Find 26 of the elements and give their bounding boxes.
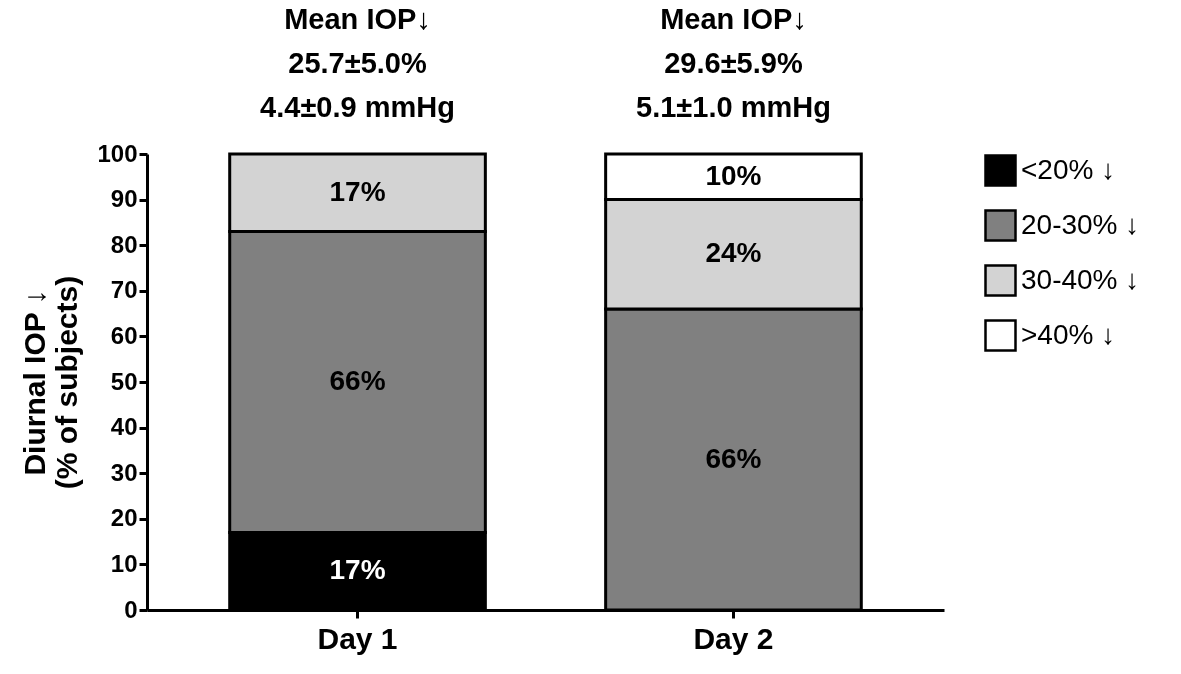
x-tick-label: Day 2 [693,621,774,655]
y-tick-label: 40 [110,413,138,441]
data-label: 24% [705,237,762,269]
x-tick-label: Day 1 [317,621,398,655]
y-tick-label: 70 [110,276,138,304]
legend-label: <20% ↓ [1021,153,1116,185]
y-tick-label: 60 [110,321,138,349]
data-label: 10% [705,159,762,191]
y-tick-label: 80 [110,230,138,258]
y-tick-label: 30 [110,458,138,486]
y-tick-label: 100 [97,139,138,167]
text: Mean IOP↓ 29.6±5.9% 5.1±1.0 mmHg [636,3,831,123]
text: Mean IOP↓ 25.7±5.0% 4.4±0.9 mmHg [260,3,455,123]
y-tick-label: 20 [110,504,138,532]
legend-label: 20-30% ↓ [1021,208,1140,240]
y-tick-label: 10 [110,549,138,577]
data-label: 17% [329,554,386,586]
y-tick-label: 90 [110,185,138,213]
data-label: 66% [329,365,386,396]
legend-label: >40% ↓ [1021,318,1116,350]
data-label: 66% [705,442,762,474]
legend-label: 30-40% ↓ [1021,263,1140,295]
data-label: 17% [329,175,386,207]
y-tick-label: 0 [124,595,138,623]
y-tick-label: 50 [110,367,138,395]
y-axis-title: Diurnal IOP ↓ (% of subjects) [18,275,84,490]
